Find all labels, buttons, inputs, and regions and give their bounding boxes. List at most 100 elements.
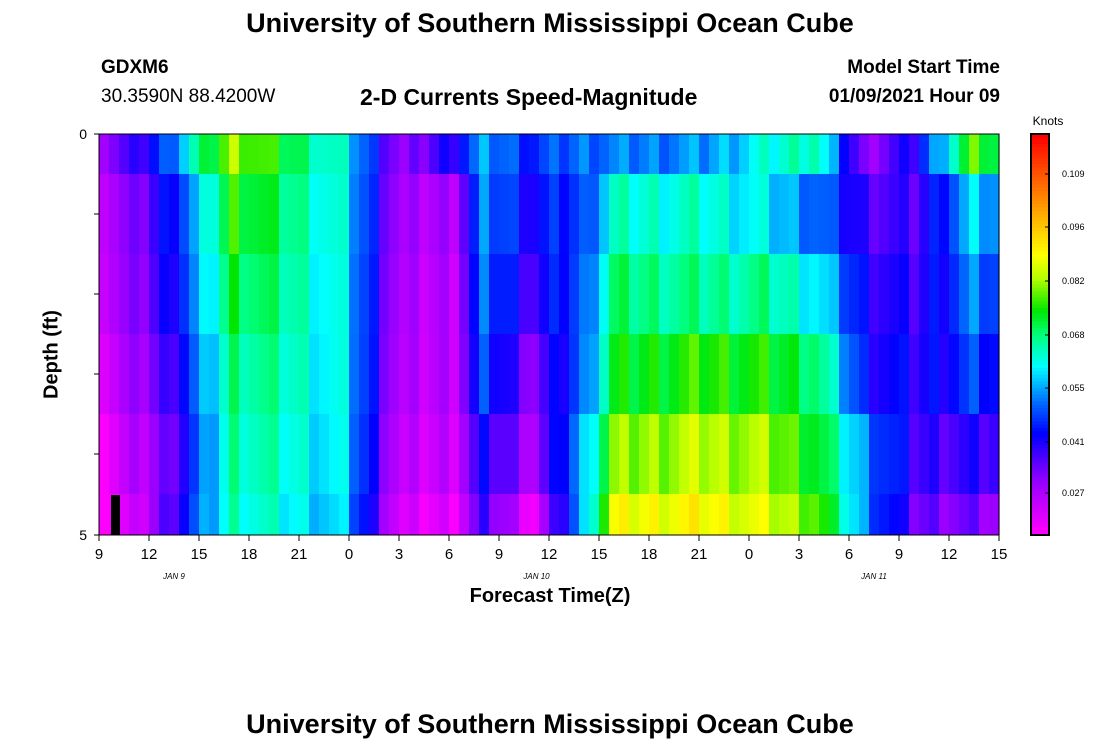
heatmap-cell <box>759 334 770 414</box>
heatmap-cell <box>469 254 480 334</box>
colorbar-segment <box>1031 304 1049 309</box>
heatmap-cell <box>699 334 710 414</box>
x-tick-label: 12 <box>541 546 558 563</box>
heatmap-cell <box>909 414 920 494</box>
heatmap-cell <box>959 334 970 414</box>
heatmap-cell <box>989 134 1000 174</box>
heatmap-cell <box>949 334 960 414</box>
heatmap-cell <box>389 334 400 414</box>
heatmap-cell <box>119 334 130 414</box>
heatmap-cell <box>989 334 1000 414</box>
heatmap-cell <box>109 134 120 174</box>
heatmap-cell <box>289 174 300 254</box>
heatmap-cell <box>329 254 340 334</box>
colorbar-segment <box>1031 414 1049 419</box>
heatmap-cell <box>259 414 270 494</box>
heatmap-cell <box>329 334 340 414</box>
heatmap-cell <box>279 494 290 535</box>
heatmap-cell <box>349 254 360 334</box>
heatmap-cell <box>239 494 250 535</box>
heatmap-cell <box>939 254 950 334</box>
heatmap-cell <box>679 254 690 334</box>
heatmap-cell <box>399 254 410 334</box>
heatmap-cell <box>579 254 590 334</box>
heatmap-cell <box>839 334 850 414</box>
colorbar-segment <box>1031 384 1049 389</box>
heatmap-cell <box>459 414 470 494</box>
heatmap-cell <box>539 134 550 174</box>
heatmap-cell <box>839 254 850 334</box>
heatmap-cell <box>449 414 460 494</box>
colorbar-segment <box>1031 227 1049 232</box>
heatmap-cell <box>369 174 380 254</box>
heatmap-cell <box>929 414 940 494</box>
heatmap-cell <box>479 134 490 174</box>
heatmap-cell <box>709 334 720 414</box>
heatmap-cell <box>819 334 830 414</box>
heatmap-cell <box>279 414 290 494</box>
heatmap-cell <box>729 254 740 334</box>
heatmap-cell <box>499 174 510 254</box>
heatmap-cell <box>639 134 650 174</box>
colorbar-segment <box>1031 264 1049 269</box>
heatmap-cell <box>429 134 440 174</box>
heatmap-cell <box>439 334 450 414</box>
heatmap-cell <box>349 334 360 414</box>
heatmap-cell <box>479 334 490 414</box>
colorbar-segment <box>1031 361 1049 366</box>
heatmap-cell <box>379 334 390 414</box>
heatmap-cell <box>129 174 140 254</box>
heatmap-cell <box>749 134 760 174</box>
heatmap-cell <box>109 254 120 334</box>
heatmap-cell <box>889 254 900 334</box>
colorbar-segment <box>1031 297 1049 302</box>
heatmap-cell <box>739 334 750 414</box>
data-marker <box>111 495 120 535</box>
heatmap-cell <box>859 254 870 334</box>
heatmap-cell <box>669 334 680 414</box>
heatmap-cell <box>509 494 520 535</box>
heatmap-cell <box>589 494 600 535</box>
x-tick-label: 15 <box>591 546 608 563</box>
heatmap-cell <box>159 134 170 174</box>
heatmap-cell <box>169 414 180 494</box>
heatmap-cell <box>879 174 890 254</box>
heatmap-cell <box>489 174 500 254</box>
colorbar-segment <box>1031 508 1049 513</box>
colorbar-segment <box>1031 354 1049 359</box>
heatmap-cell <box>799 174 810 254</box>
heatmap-cell <box>339 334 350 414</box>
colorbar-segment <box>1031 408 1049 412</box>
heatmap-cell <box>909 134 920 174</box>
heatmap-cell <box>689 134 700 174</box>
heatmap-cell <box>449 334 460 414</box>
heatmap-cell <box>839 134 850 174</box>
heatmap-cell <box>409 134 420 174</box>
heatmap-cell <box>609 254 620 334</box>
colorbar-segment <box>1031 230 1049 235</box>
colorbar-segment <box>1031 157 1049 162</box>
heatmap-cell <box>869 134 880 174</box>
heatmap-cell <box>859 414 870 494</box>
heatmap-cell <box>299 494 310 535</box>
heatmap-cell <box>729 174 740 254</box>
colorbar-segment <box>1031 528 1049 533</box>
heatmap-cell <box>289 494 300 535</box>
colorbar-segment <box>1031 331 1049 336</box>
heatmap-cell <box>449 254 460 334</box>
heatmap-cell <box>269 414 280 494</box>
colorbar-segment <box>1031 160 1049 165</box>
heatmap-cell <box>699 494 710 535</box>
heatmap-cell <box>749 414 760 494</box>
colorbar-tick-label: 0.055 <box>1062 383 1085 393</box>
heatmap-cell <box>759 494 770 535</box>
colorbar-segment <box>1031 281 1049 285</box>
heatmap-cell <box>199 414 210 494</box>
heatmap-cell <box>529 414 540 494</box>
heatmap-cell <box>919 174 930 254</box>
heatmap-cell <box>309 134 320 174</box>
heatmap-cell <box>469 414 480 494</box>
heatmap-cell <box>929 254 940 334</box>
colorbar-segment <box>1031 494 1049 499</box>
heatmap-cell <box>599 174 610 254</box>
